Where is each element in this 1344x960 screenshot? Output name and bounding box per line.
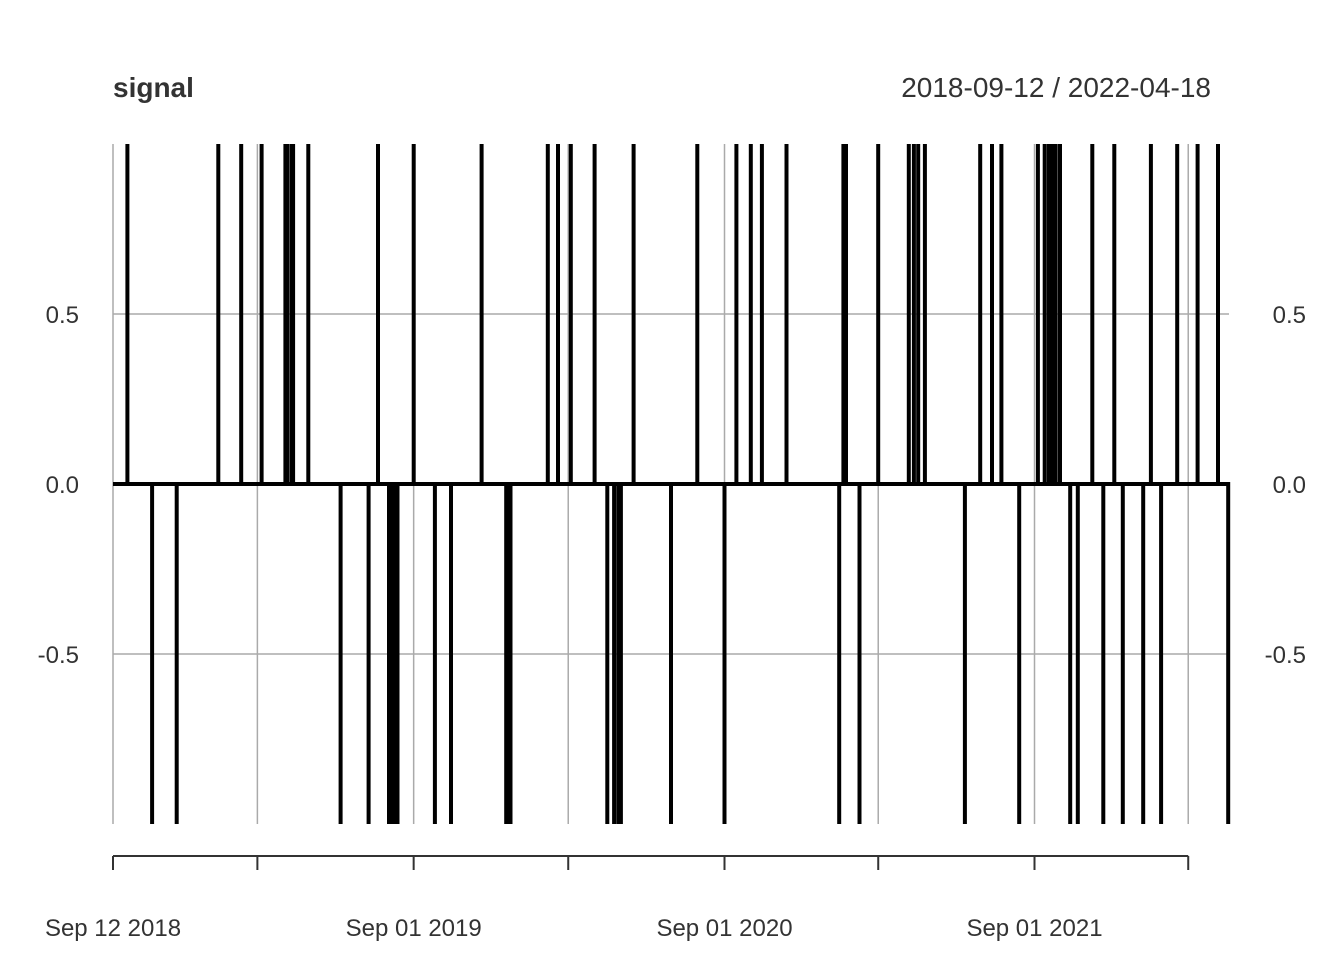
y-tick-labels: 0.5 0.5 0.0 0.0 -0.5 -0.5 <box>38 302 1306 669</box>
y-tick-label-right: 0.5 <box>1273 302 1306 329</box>
x-tick-label: Sep 01 2021 <box>966 915 1102 942</box>
y-tick-label-right: -0.5 <box>1265 642 1306 669</box>
y-tick-label-left: -0.5 <box>38 642 79 669</box>
y-tick-label-right: 0.0 <box>1273 472 1306 499</box>
x-tick-label: Sep 01 2020 <box>656 915 792 942</box>
signal-series <box>113 144 1231 824</box>
x-axis: Sep 12 2018 Sep 01 2019 Sep 01 2020 Sep 01 … <box>45 855 1190 942</box>
signal-line <box>113 144 1231 824</box>
date-range-label: 2018-09-12 / 2022-04-18 <box>901 72 1211 103</box>
x-tick-label: Sep 12 2018 <box>45 915 181 942</box>
y-tick-label-left: 0.0 <box>46 472 79 499</box>
x-tick-label: Sep 01 2019 <box>346 915 482 942</box>
y-tick-label-left: 0.5 <box>46 302 79 329</box>
chart-title: signal <box>113 72 194 103</box>
